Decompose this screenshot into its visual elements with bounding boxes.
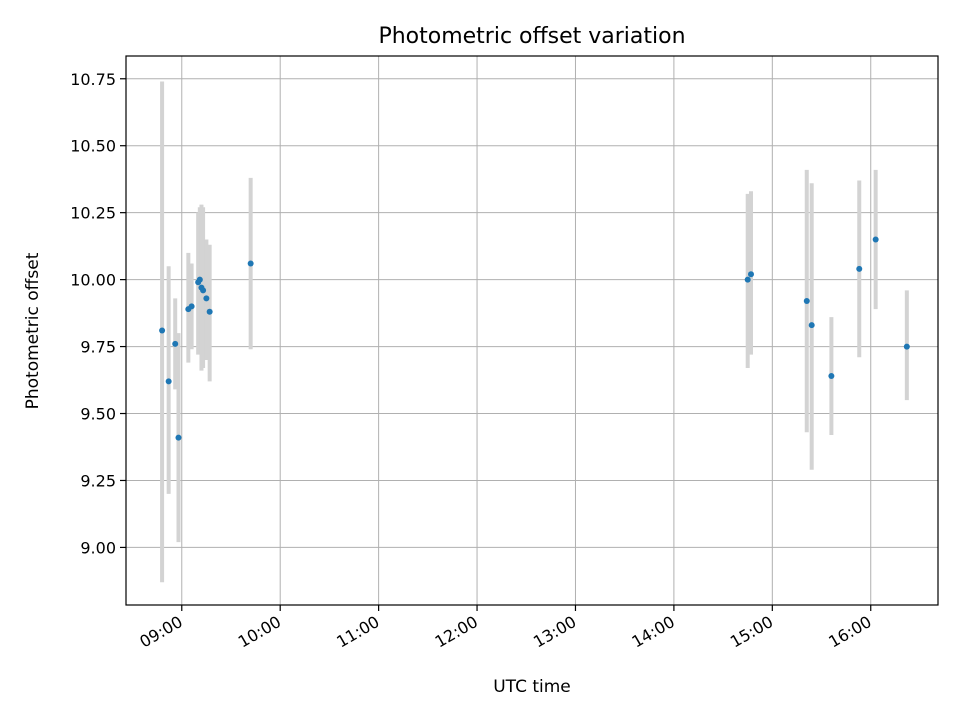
data-point	[856, 265, 863, 272]
y-tick-label: 9.25	[80, 471, 116, 490]
y-tick-label: 9.00	[80, 538, 116, 557]
y-tick-label: 10.25	[70, 204, 116, 223]
data-point	[747, 271, 754, 278]
data-point	[808, 322, 815, 329]
y-axis: 9.00 9.25 9.50 9.75 10.00 10.25 10.50 10.75	[70, 70, 126, 557]
x-tick-label: 12:00	[432, 612, 481, 652]
data-point	[247, 260, 254, 267]
y-tick-label: 10.00	[70, 271, 116, 290]
data-point	[172, 340, 179, 347]
x-tick-label: 11:00	[333, 612, 382, 652]
error-bars	[160, 81, 909, 583]
data-point	[903, 343, 910, 350]
x-tick-label: 15:00	[727, 612, 776, 652]
data-point	[872, 236, 879, 243]
data-point	[188, 303, 195, 310]
y-axis-label: Photometric offset	[23, 252, 43, 409]
y-tick-label: 10.50	[70, 137, 116, 156]
data-point	[175, 434, 182, 441]
data-point	[744, 276, 751, 283]
y-tick-label: 9.50	[80, 405, 116, 424]
y-tick-label: 9.75	[80, 338, 116, 357]
plot-frame	[125, 55, 939, 606]
data-point	[803, 298, 810, 305]
x-tick-label: 14:00	[628, 612, 677, 652]
data-point	[165, 378, 172, 385]
data-point	[200, 287, 207, 294]
x-tick-label: 10:00	[235, 612, 284, 652]
data-point	[196, 276, 203, 283]
x-axis-label: UTC time	[493, 677, 571, 697]
chart-title: Photometric offset variation	[378, 24, 685, 49]
x-tick-label: 09:00	[136, 612, 185, 652]
x-tick-label: 13:00	[530, 612, 579, 652]
x-tick-label: 16:00	[825, 612, 874, 652]
x-axis: 09:00 10:00 11:00 12:00 13:00 14:00 15:00 16:00	[136, 605, 875, 652]
data-point	[828, 373, 835, 380]
data-points	[159, 236, 910, 441]
data-point	[206, 308, 213, 315]
data-point	[159, 327, 166, 334]
data-point	[203, 295, 210, 302]
grid-lines	[126, 56, 938, 605]
y-tick-label: 10.75	[70, 70, 116, 89]
